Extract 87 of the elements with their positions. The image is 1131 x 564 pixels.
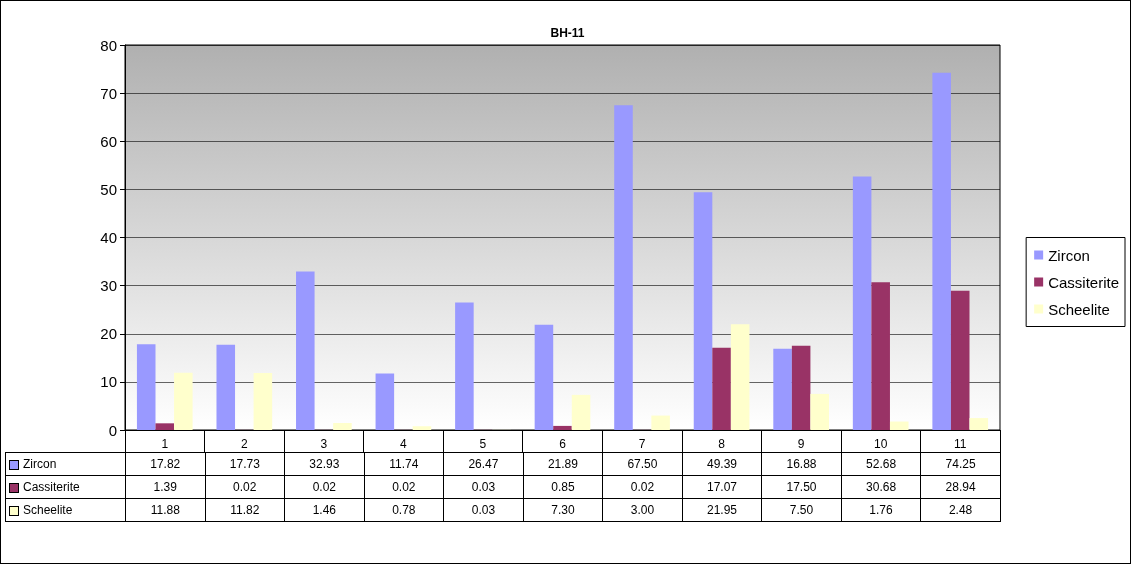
bar <box>712 347 731 430</box>
data-label: 16.88 <box>761 452 842 476</box>
data-label: 11.88 <box>125 498 206 522</box>
data-label: 0.02 <box>205 475 285 499</box>
x-tick-label: 8 <box>718 437 726 451</box>
data-label: 7.50 <box>761 498 842 522</box>
bar <box>791 345 811 430</box>
bar <box>693 192 713 430</box>
data-label: 17.73 <box>205 452 285 476</box>
y-tick-label: 0 <box>108 421 117 439</box>
bar <box>651 415 670 430</box>
bar <box>773 348 792 430</box>
bar <box>571 394 591 430</box>
y-tick-label: 80 <box>100 36 117 54</box>
data-label: 32.93 <box>284 452 365 476</box>
data-label: 0.85 <box>523 475 603 499</box>
bar <box>155 423 175 430</box>
bar <box>932 72 951 430</box>
x-tick-label: 4 <box>400 437 408 451</box>
data-label: 74.25 <box>920 452 1001 476</box>
chart-title: BH-11 <box>550 26 585 40</box>
data-label: 0.78 <box>364 498 444 522</box>
text: Scheelite <box>23 503 73 517</box>
x-tick-label: 5 <box>479 437 487 451</box>
bar <box>969 418 989 430</box>
data-label: 17.82 <box>125 452 206 476</box>
data-label: 0.02 <box>284 475 365 499</box>
bar <box>375 373 395 430</box>
data-label: 49.39 <box>682 452 762 476</box>
bar <box>614 105 633 430</box>
data-label: 11.74 <box>364 452 444 476</box>
data-label: 0.03 <box>443 475 524 499</box>
data-label: 3.00 <box>602 498 683 522</box>
y-tick-label: 70 <box>100 84 117 102</box>
bar <box>871 282 890 430</box>
x-tick-label: 6 <box>559 437 567 451</box>
legend-label: Scheelite <box>1048 300 1110 318</box>
text: Cassiterite <box>23 480 80 494</box>
data-label: 26.47 <box>443 452 524 476</box>
bar <box>553 425 572 430</box>
x-tick-label: 10 <box>874 437 888 451</box>
x-tick-label: 9 <box>797 437 805 451</box>
bar <box>852 176 872 430</box>
data-label: 17.07 <box>682 475 762 499</box>
y-tick-label: 20 <box>100 325 117 343</box>
bar <box>730 324 750 430</box>
legend-label: Cassiterite <box>1048 273 1119 291</box>
x-tick-label: 11 <box>953 437 967 451</box>
data-label: 0.02 <box>602 475 683 499</box>
data-label: 67.50 <box>602 452 683 476</box>
bar <box>253 373 273 430</box>
bar <box>333 422 352 430</box>
data-label: 1.76 <box>841 498 921 522</box>
data-label: 21.95 <box>682 498 762 522</box>
x-tick-label: 3 <box>320 437 328 451</box>
bar <box>412 426 432 430</box>
text: Zircon <box>23 457 57 471</box>
data-label: 21.89 <box>523 452 603 476</box>
data-label: 0.03 <box>443 498 524 522</box>
bar <box>455 302 474 430</box>
data-label: 17.50 <box>761 475 842 499</box>
data-label: 28.94 <box>920 475 1001 499</box>
bar <box>950 290 970 430</box>
data-label: 2.48 <box>920 498 1001 522</box>
y-tick-label: 50 <box>100 180 117 198</box>
bar <box>889 421 909 430</box>
x-tick-label: 7 <box>638 437 646 451</box>
bar <box>296 271 315 430</box>
y-tick-label: 10 <box>100 373 117 391</box>
data-label: 7.30 <box>523 498 603 522</box>
bar <box>810 393 829 430</box>
bar <box>534 324 554 430</box>
data-label: 30.68 <box>841 475 921 499</box>
y-tick-label: 40 <box>100 229 117 246</box>
legend-label: Zircon <box>1048 246 1090 264</box>
data-label: 52.68 <box>841 452 921 476</box>
y-tick-label: 60 <box>100 132 117 150</box>
bar <box>136 344 156 430</box>
y-tick-label: 30 <box>100 277 117 295</box>
data-label: 1.39 <box>125 475 206 499</box>
x-tick-label: 2 <box>240 437 248 451</box>
data-label: 1.46 <box>284 498 365 522</box>
data-label: 11.82 <box>205 498 285 522</box>
bar <box>174 372 193 430</box>
data-label: 0.02 <box>364 475 444 499</box>
bar <box>216 344 236 430</box>
x-tick-label: 1 <box>161 437 169 451</box>
